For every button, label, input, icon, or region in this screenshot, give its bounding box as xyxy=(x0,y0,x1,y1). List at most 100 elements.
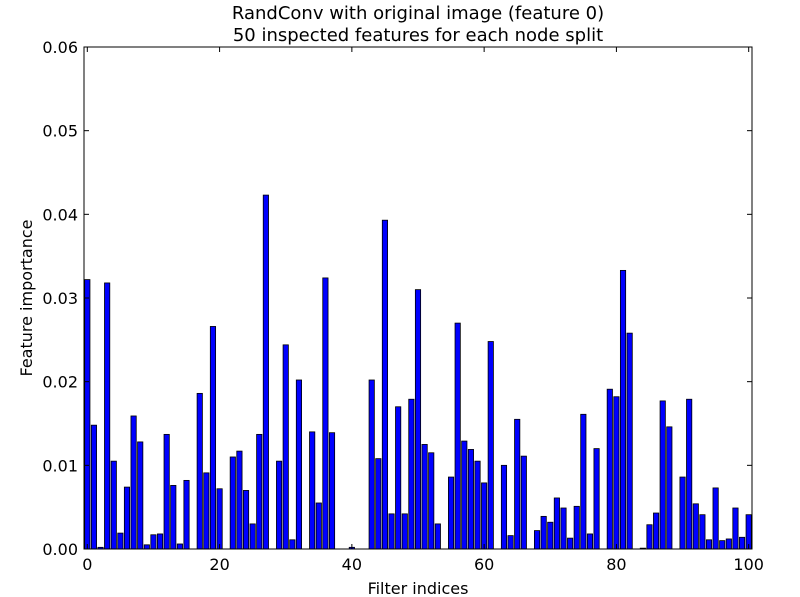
bar-58 xyxy=(467,449,474,550)
bar-3 xyxy=(104,282,111,550)
bar-20 xyxy=(216,488,223,550)
bar-77 xyxy=(593,448,600,550)
bar-74 xyxy=(573,505,580,550)
bar-49 xyxy=(408,398,415,550)
bar-15 xyxy=(183,479,190,550)
bar-24 xyxy=(242,490,250,550)
bar-series xyxy=(84,194,752,550)
chart-title-line-1: RandConv with original image (feature 0) xyxy=(232,3,604,24)
chart-title-line-2: 50 inspected features for each node spli… xyxy=(233,25,603,46)
bar-1 xyxy=(90,424,97,550)
bar-56 xyxy=(454,322,461,550)
bar-26 xyxy=(256,433,263,550)
bar-86 xyxy=(653,512,660,550)
bar-51 xyxy=(421,444,428,550)
bar-29 xyxy=(276,460,283,550)
bar-0 xyxy=(84,279,91,550)
bar-81 xyxy=(619,269,627,550)
bar-32 xyxy=(295,379,302,550)
y-tick-label: 0.01 xyxy=(42,456,78,475)
bar-8 xyxy=(137,441,144,550)
bar-63 xyxy=(500,464,508,550)
bar-59 xyxy=(474,460,481,550)
bar-14 xyxy=(176,543,183,550)
bar-92 xyxy=(692,503,699,550)
bar-36 xyxy=(322,277,329,550)
bar-19 xyxy=(209,326,217,550)
bar-47 xyxy=(395,406,402,550)
bar-17 xyxy=(196,392,203,550)
bar-4 xyxy=(110,460,117,550)
bar-12 xyxy=(163,433,170,550)
bar-75 xyxy=(580,413,587,550)
bar-11 xyxy=(157,533,164,550)
x-tick-label: 100 xyxy=(733,555,764,574)
y-axis-label: Feature importance xyxy=(17,220,36,377)
tick-labels: 0 20 40 60 80 100 0.00 0.01 0.02 0.03 0.04 0.05 0.06 xyxy=(42,38,764,574)
bar-61 xyxy=(487,341,494,550)
bar-23 xyxy=(236,450,243,550)
x-axis-label: Filter indices xyxy=(368,579,469,597)
bar-57 xyxy=(461,440,468,550)
bar-55 xyxy=(448,476,455,550)
bar-50 xyxy=(414,289,422,550)
bar-64 xyxy=(507,535,514,550)
x-tick-label: 0 xyxy=(82,555,92,574)
bar-22 xyxy=(229,456,236,550)
y-tick-label: 0.06 xyxy=(42,38,78,57)
bar-44 xyxy=(375,458,382,550)
bar-68 xyxy=(534,530,541,550)
bar-34 xyxy=(309,431,316,550)
bar-70 xyxy=(547,521,554,550)
bar-85 xyxy=(646,524,653,550)
bar-66 xyxy=(520,455,527,550)
bar-53 xyxy=(434,523,441,550)
bar-87 xyxy=(659,400,666,550)
bar-95 xyxy=(712,487,719,550)
bar-9 xyxy=(143,544,150,550)
x-tick-label: 20 xyxy=(209,555,229,574)
chart-title: RandConv with original image (feature 0)… xyxy=(232,3,604,46)
bar-45 xyxy=(381,219,388,550)
bar-90 xyxy=(679,476,686,550)
bar-25 xyxy=(249,523,256,550)
bar-99 xyxy=(739,536,746,550)
bar-91 xyxy=(686,398,693,550)
bar-76 xyxy=(586,533,593,550)
y-tick-label: 0.00 xyxy=(42,540,78,559)
bar-35 xyxy=(315,502,322,550)
bar-46 xyxy=(388,513,395,550)
bar-43 xyxy=(368,379,375,550)
x-tick-label: 60 xyxy=(474,555,494,574)
bar-94 xyxy=(705,539,713,550)
bar-98 xyxy=(732,507,739,550)
bar-13 xyxy=(170,485,177,550)
bar-79 xyxy=(606,388,613,550)
bar-88 xyxy=(666,426,673,550)
bar-96 xyxy=(719,540,726,550)
bar-10 xyxy=(150,534,157,550)
bar-5 xyxy=(117,532,124,550)
plot-frame xyxy=(83,46,753,550)
bar-60 xyxy=(481,482,488,550)
bar-30 xyxy=(282,344,289,550)
bar-71 xyxy=(553,497,560,550)
bar-6 xyxy=(123,486,131,550)
y-tick-label: 0.02 xyxy=(42,373,78,392)
bar-7 xyxy=(130,415,137,550)
bar-73 xyxy=(567,537,574,550)
bar-80 xyxy=(613,396,620,550)
bar-93 xyxy=(699,514,706,550)
bar-97 xyxy=(725,538,732,550)
x-tick-label: 80 xyxy=(606,555,626,574)
bar-52 xyxy=(428,452,435,550)
bar-65 xyxy=(514,418,521,550)
bar-82 xyxy=(626,332,633,550)
bar-69 xyxy=(540,515,547,550)
bar-18 xyxy=(203,472,210,550)
bar-72 xyxy=(560,507,567,550)
bar-48 xyxy=(401,513,408,550)
x-tick-label: 40 xyxy=(342,555,362,574)
bar-27 xyxy=(262,194,269,550)
